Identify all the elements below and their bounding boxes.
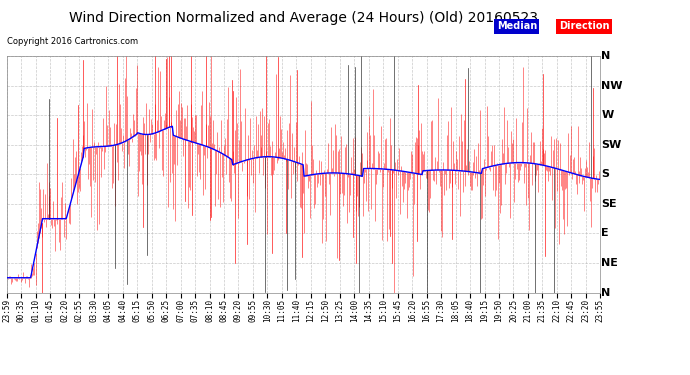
Text: Direction: Direction bbox=[559, 21, 609, 31]
Text: NE: NE bbox=[602, 258, 618, 268]
Text: E: E bbox=[602, 228, 609, 238]
Text: Wind Direction Normalized and Average (24 Hours) (Old) 20160523: Wind Direction Normalized and Average (2… bbox=[69, 11, 538, 25]
Text: S: S bbox=[602, 170, 609, 179]
Text: NW: NW bbox=[602, 81, 623, 91]
Text: SW: SW bbox=[602, 140, 622, 150]
Text: W: W bbox=[602, 110, 613, 120]
Text: Median: Median bbox=[497, 21, 537, 31]
Text: Copyright 2016 Cartronics.com: Copyright 2016 Cartronics.com bbox=[7, 38, 138, 46]
Text: SE: SE bbox=[602, 199, 617, 209]
Text: N: N bbox=[602, 288, 611, 297]
Text: N: N bbox=[602, 51, 611, 61]
